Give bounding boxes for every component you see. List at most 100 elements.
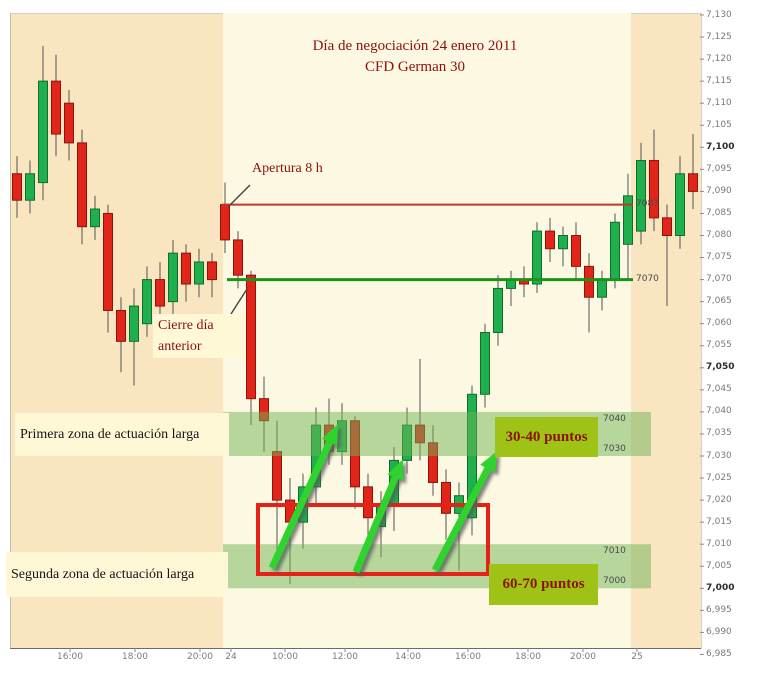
up-arrow-head xyxy=(321,424,338,446)
zone-price-tag: 7010 xyxy=(603,546,626,557)
x-axis-label: 14:00 xyxy=(395,652,421,662)
y-axis-label: 7,005 xyxy=(706,560,732,571)
candle-body xyxy=(532,230,542,285)
y-axis-label: 7,110 xyxy=(706,97,732,108)
candle-body xyxy=(77,142,87,228)
candle-body xyxy=(649,160,659,219)
candle-body xyxy=(272,451,282,501)
y-axis-label: 7,120 xyxy=(706,53,732,64)
candle-body xyxy=(441,481,451,514)
y-axis-label: 7,105 xyxy=(706,119,732,130)
y-axis-label: 7,090 xyxy=(706,185,732,196)
y-axis-label: 7,085 xyxy=(706,207,732,218)
candle-body xyxy=(51,80,61,135)
annotation-pointer xyxy=(230,288,248,315)
candle-body xyxy=(246,274,256,400)
up-arrow xyxy=(352,459,404,574)
candle-body xyxy=(233,239,243,276)
y-axis-label: 7,020 xyxy=(706,494,732,505)
y-axis-label: 7,010 xyxy=(706,538,732,549)
candle-body xyxy=(220,204,230,241)
x-axis-label: 10:00 xyxy=(272,652,298,662)
y-axis-label: 7,050 xyxy=(706,362,735,373)
up-arrow-shaft xyxy=(431,467,491,572)
x-axis-label: 20:00 xyxy=(570,652,596,662)
candle-body xyxy=(155,279,165,307)
candle-body xyxy=(545,230,555,250)
candle-body xyxy=(168,252,178,303)
candle-body xyxy=(194,261,204,285)
candle-body xyxy=(207,261,217,281)
y-axis-label: 7,070 xyxy=(706,274,732,285)
zone-price-tag: 7000 xyxy=(603,576,626,587)
x-axis-label: 25 xyxy=(631,652,643,662)
y-axis-label: 7,065 xyxy=(706,296,732,307)
candle-body xyxy=(129,305,139,342)
candle-body xyxy=(688,173,698,192)
x-axis-label: 12:00 xyxy=(332,652,358,662)
zone-price-tag: 7030 xyxy=(603,444,626,454)
up-arrow-head xyxy=(480,451,497,473)
puntos-30-40-badge: 30-40 puntos xyxy=(495,417,598,457)
candle-body xyxy=(142,279,152,325)
candle-body xyxy=(480,332,490,395)
candle-body xyxy=(493,287,503,334)
candle-body xyxy=(64,102,74,144)
y-axis-label: 6,995 xyxy=(706,604,732,615)
y-axis-label: 7,000 xyxy=(706,582,735,593)
segunda-zona-label: Segunda zona de actuación larga xyxy=(6,552,228,597)
y-axis-label: 6,990 xyxy=(706,626,732,637)
up-arrow xyxy=(268,424,338,570)
up-arrow-head xyxy=(387,459,404,481)
y-axis-label: 7,055 xyxy=(706,340,732,351)
y-axis-label: 7,035 xyxy=(706,428,732,439)
candle-body xyxy=(116,309,126,342)
range-rectangle xyxy=(256,503,490,576)
candle-body xyxy=(90,208,100,228)
y-axis-label: 7,130 xyxy=(706,9,732,20)
chart-title: Día de negociación 24 enero 2011 xyxy=(312,38,518,54)
y-axis-label: 7,025 xyxy=(706,472,732,483)
y-axis-label: 7,045 xyxy=(706,384,732,395)
x-axis-label: 20:00 xyxy=(187,652,213,662)
chart-title-block: Día de negociación 24 enero 2011 CFD Ger… xyxy=(255,36,575,78)
candle-body xyxy=(38,80,48,184)
y-axis-label: 7,095 xyxy=(706,163,732,174)
y-axis-label: 7,075 xyxy=(706,252,732,263)
y-axis-label: 7,040 xyxy=(706,406,732,417)
candle-body xyxy=(558,235,568,250)
candle-body xyxy=(363,486,373,519)
y-axis-label: 7,080 xyxy=(706,230,732,240)
candle-body xyxy=(181,252,191,285)
level-price-tag: 7087 xyxy=(636,198,659,209)
candle-body xyxy=(623,195,633,245)
x-axis-label: 18:00 xyxy=(515,652,541,662)
candle-body xyxy=(103,212,113,311)
candle-body xyxy=(610,221,620,281)
x-axis-line xyxy=(10,648,701,649)
puntos-60-70-badge: 60-70 puntos xyxy=(489,564,598,605)
apertura-8h-label: Apertura 8 h xyxy=(252,161,323,176)
candle-body xyxy=(675,173,685,236)
y-axis-label: 7,100 xyxy=(706,141,735,152)
y-axis-label: 6,985 xyxy=(706,648,732,659)
candle-body xyxy=(662,217,672,236)
candle-body xyxy=(584,265,594,298)
candle-body xyxy=(25,173,35,201)
y-axis-label: 7,060 xyxy=(706,318,732,329)
zone-price-tag: 7040 xyxy=(603,413,626,424)
y-axis-label: 7,015 xyxy=(706,516,732,527)
x-axis-label: 18:00 xyxy=(122,652,148,662)
level-price-tag: 7070 xyxy=(636,273,659,284)
x-axis-label: 24 xyxy=(225,652,237,662)
up-arrow-shaft xyxy=(352,476,399,574)
candle-body xyxy=(597,279,607,298)
up-arrow xyxy=(431,451,497,572)
up-arrow-shaft xyxy=(268,440,333,570)
cierre-dia-anterior-label: Cierre día anterior xyxy=(153,314,245,358)
plot-background-trading-day xyxy=(223,13,631,648)
y-axis-label: 7,125 xyxy=(706,31,732,42)
primera-zona-label: Primera zona de actuación larga xyxy=(15,413,229,456)
candle-body xyxy=(12,173,22,201)
